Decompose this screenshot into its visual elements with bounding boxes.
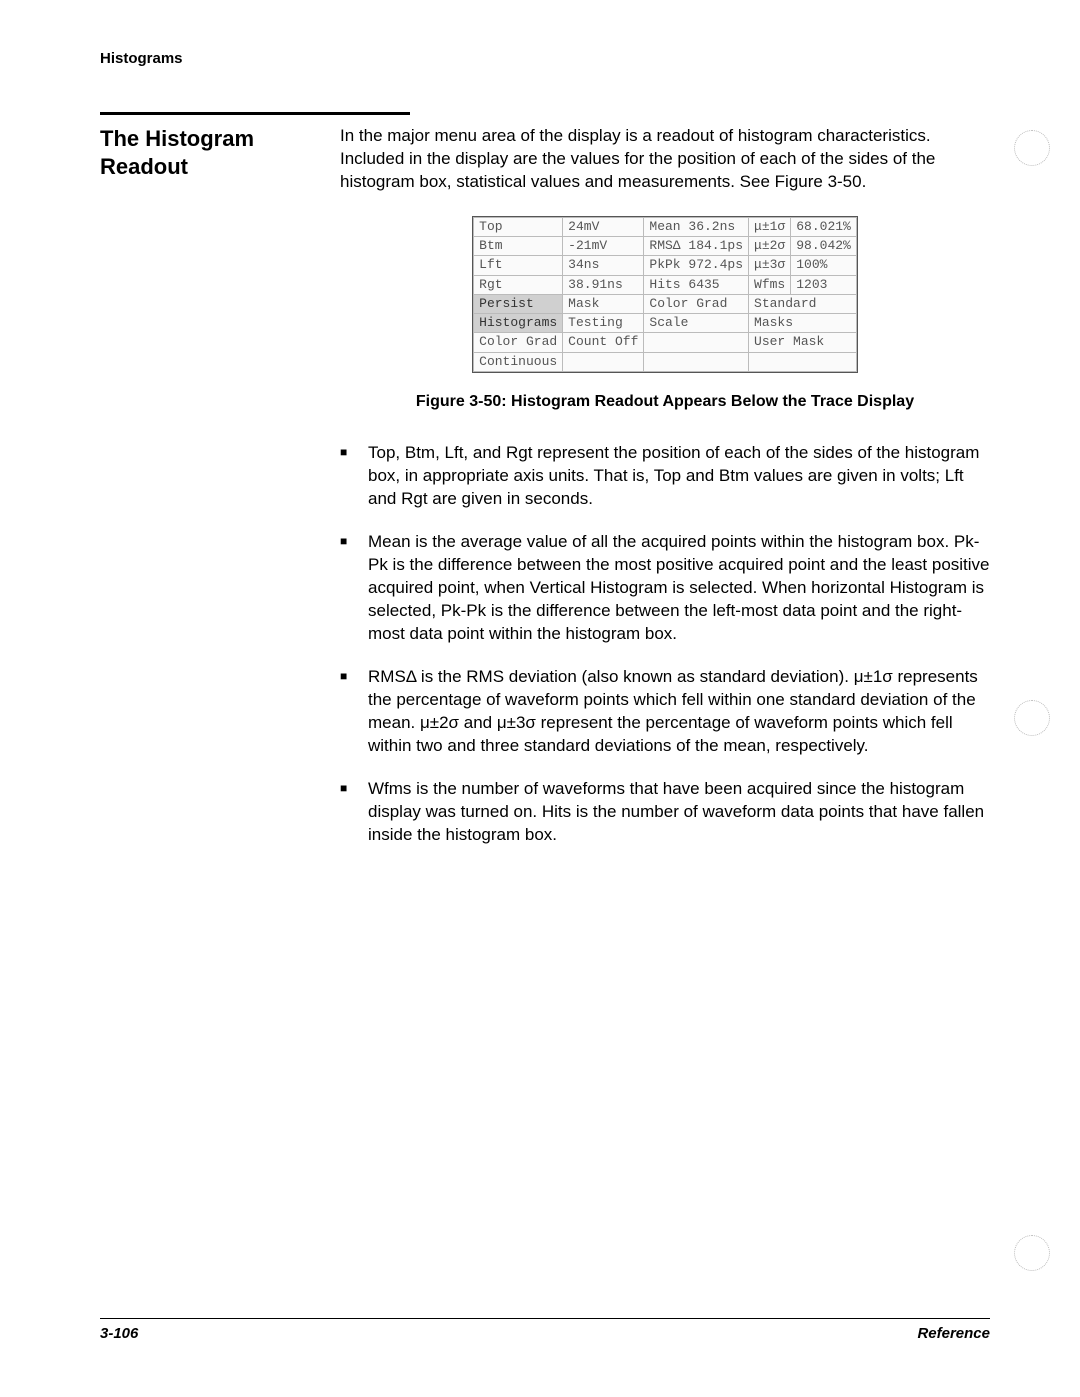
body-column: In the major menu area of the display is… bbox=[340, 125, 990, 866]
figure-wrap: Top 24mV Mean 36.2ns μ±1σ 68.021% Btm -2… bbox=[340, 216, 990, 373]
cell: 38.91ns bbox=[563, 275, 644, 294]
cell: Color Grad bbox=[474, 333, 563, 352]
figure-caption: Figure 3-50: Histogram Readout Appears B… bbox=[340, 391, 990, 413]
readout-table: Top 24mV Mean 36.2ns μ±1σ 68.021% Btm -2… bbox=[473, 217, 857, 372]
cell: Masks bbox=[749, 314, 857, 333]
cell: Persist bbox=[474, 294, 563, 313]
list-item: RMSΔ is the RMS deviation (also known as… bbox=[340, 666, 990, 758]
cell: Lft bbox=[474, 256, 563, 275]
cell bbox=[644, 333, 749, 352]
cell bbox=[749, 352, 857, 371]
cell bbox=[563, 352, 644, 371]
cell: 1203 bbox=[791, 275, 857, 294]
cell: RMSΔ 184.1ps bbox=[644, 237, 749, 256]
punch-hole-icon bbox=[1014, 1235, 1050, 1271]
cell: Continuous bbox=[474, 352, 563, 371]
readout-row: Btm -21mV RMSΔ 184.1ps μ±2σ 98.042% bbox=[474, 237, 857, 256]
cell: Testing bbox=[563, 314, 644, 333]
cell: PkPk 972.4ps bbox=[644, 256, 749, 275]
cell: Hits 6435 bbox=[644, 275, 749, 294]
readout-row: Top 24mV Mean 36.2ns μ±1σ 68.021% bbox=[474, 217, 857, 236]
cell bbox=[644, 352, 749, 371]
cell: Histograms bbox=[474, 314, 563, 333]
section-title: The Histogram Readout bbox=[100, 125, 340, 180]
punch-hole-icon bbox=[1014, 700, 1050, 736]
cell: 24mV bbox=[563, 217, 644, 236]
cell: 100% bbox=[791, 256, 857, 275]
page-footer: 3-106 Reference bbox=[100, 1318, 990, 1342]
running-head: Histograms bbox=[100, 50, 990, 67]
cell: -21mV bbox=[563, 237, 644, 256]
cell: μ±1σ bbox=[749, 217, 791, 236]
cell: μ±2σ bbox=[749, 237, 791, 256]
page-number: 3-106 bbox=[100, 1325, 138, 1342]
cell: Count Off bbox=[563, 333, 644, 352]
histogram-readout-box: Top 24mV Mean 36.2ns μ±1σ 68.021% Btm -2… bbox=[472, 216, 858, 373]
bullet-list: Top, Btm, Lft, and Rgt represent the pos… bbox=[340, 442, 990, 846]
cell: User Mask bbox=[749, 333, 857, 352]
cell: Color Grad bbox=[644, 294, 749, 313]
cell: μ±3σ bbox=[749, 256, 791, 275]
readout-row: Lft 34ns PkPk 972.4ps μ±3σ 100% bbox=[474, 256, 857, 275]
punch-hole-icon bbox=[1014, 130, 1050, 166]
readout-row: Continuous bbox=[474, 352, 857, 371]
readout-row: Rgt 38.91ns Hits 6435 Wfms 1203 bbox=[474, 275, 857, 294]
list-item: Mean is the average value of all the acq… bbox=[340, 531, 990, 646]
cell: Mask bbox=[563, 294, 644, 313]
intro-paragraph: In the major menu area of the display is… bbox=[340, 125, 990, 194]
readout-row: Histograms Testing Scale Masks bbox=[474, 314, 857, 333]
readout-row: Color Grad Count Off User Mask bbox=[474, 333, 857, 352]
list-item: Top, Btm, Lft, and Rgt represent the pos… bbox=[340, 442, 990, 511]
cell: Standard bbox=[749, 294, 857, 313]
cell: Wfms bbox=[749, 275, 791, 294]
footer-section: Reference bbox=[917, 1325, 990, 1342]
cell: 98.042% bbox=[791, 237, 857, 256]
cell: 34ns bbox=[563, 256, 644, 275]
cell: Mean 36.2ns bbox=[644, 217, 749, 236]
section-rule bbox=[100, 112, 410, 115]
cell: Top bbox=[474, 217, 563, 236]
cell: Rgt bbox=[474, 275, 563, 294]
cell: 68.021% bbox=[791, 217, 857, 236]
readout-row: Persist Mask Color Grad Standard bbox=[474, 294, 857, 313]
cell: Btm bbox=[474, 237, 563, 256]
list-item: Wfms is the number of waveforms that hav… bbox=[340, 778, 990, 847]
cell: Scale bbox=[644, 314, 749, 333]
